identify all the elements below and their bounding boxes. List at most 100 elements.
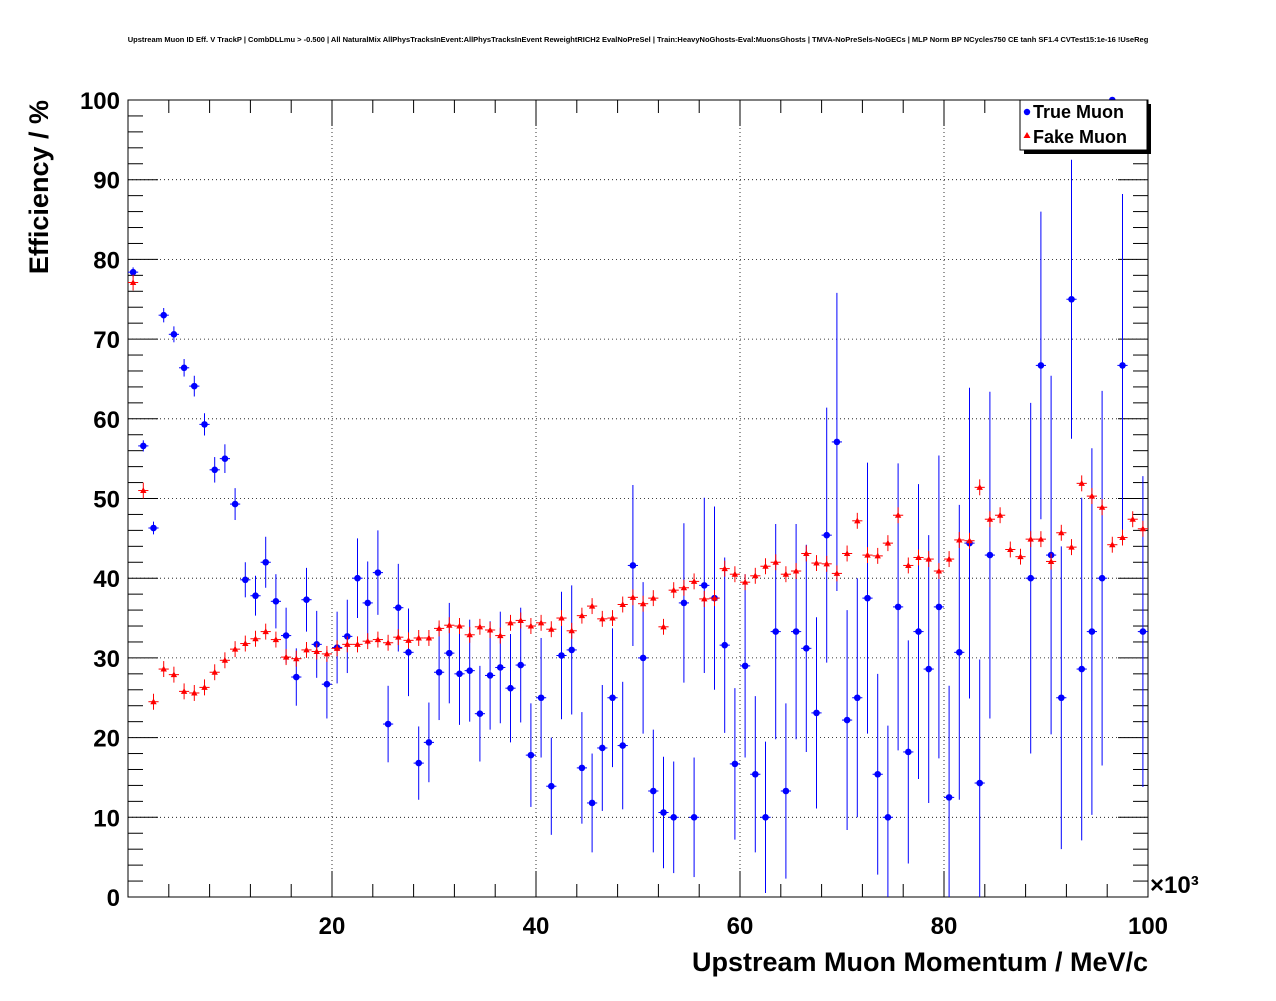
true-muon-point: [752, 770, 759, 778]
fake-muon-point: [160, 665, 167, 672]
fake-muon-point: [558, 614, 565, 621]
true-muon-point: [701, 582, 708, 589]
y-axis-label: Efficiency / %: [24, 100, 54, 274]
true-muon-point: [690, 814, 698, 821]
true-muon-point: [180, 364, 188, 372]
legend-box: [1019, 99, 1148, 151]
true-muon-point: [140, 442, 147, 450]
true-muon-point: [395, 604, 402, 611]
fake-muon-point: [609, 614, 616, 621]
true-muon-point: [864, 594, 871, 602]
fake-muon-point: [833, 570, 841, 576]
true-muon-point: [721, 641, 728, 649]
true-muon-point: [231, 500, 239, 508]
fake-muon-point: [711, 594, 718, 601]
fake-muon-point: [1047, 558, 1055, 564]
true-muon-point: [670, 814, 677, 821]
true-muon-point: [425, 739, 433, 746]
fake-muon-point: [670, 586, 677, 593]
fake-muon-point: [619, 601, 626, 608]
fake-muon-point: [854, 517, 861, 524]
fake-muon-point: [864, 551, 871, 558]
legend-marker-fake-muon: [1023, 132, 1031, 138]
true-muon-point: [619, 742, 626, 749]
fake-muon-point: [507, 619, 514, 626]
true-muon-point: [323, 680, 331, 688]
fake-muon-point: [823, 560, 830, 567]
fake-muon-point: [701, 595, 708, 602]
fake-muon-point: [548, 625, 555, 632]
true-muon-point: [935, 603, 943, 611]
fake-muon-point: [140, 487, 147, 494]
true-muon-point: [915, 628, 922, 635]
fake-muon-point: [323, 650, 331, 657]
fake-muon-point: [966, 537, 973, 544]
fake-muon-point: [1129, 515, 1136, 522]
true-muon-point: [293, 673, 300, 681]
y-tick-label: 40: [93, 566, 120, 593]
y-tick-label: 80: [93, 247, 120, 274]
true-muon-point: [1139, 628, 1147, 635]
fake-muon-point: [915, 554, 922, 560]
fake-muon-point: [894, 511, 902, 518]
fake-muon-point: [415, 634, 422, 641]
fake-muon-point: [446, 621, 453, 628]
fake-muon-point: [517, 617, 524, 623]
legend: True Muon Fake Muon: [1019, 99, 1151, 154]
true-muon-point: [272, 598, 280, 605]
fake-muon-point: [395, 633, 402, 640]
true-muon-point: [731, 760, 739, 768]
x-tick-label: 80: [931, 913, 958, 940]
true-muon-point: [588, 799, 596, 807]
true-muon-point: [925, 665, 932, 673]
true-muon-point: [741, 662, 749, 670]
x-axis-label: Upstream Muon Momentum / MeV/c: [692, 947, 1148, 977]
true-muon-point: [354, 574, 361, 582]
fake-muon-point: [660, 623, 667, 630]
true-muon-point: [629, 562, 637, 569]
legend-label-fake-muon: Fake Muon: [1033, 127, 1127, 147]
true-muon-point: [129, 268, 137, 276]
true-muon-point: [772, 628, 779, 635]
fake-muon-point: [129, 279, 137, 286]
true-muon-point: [823, 531, 830, 539]
true-muon-point: [446, 649, 453, 657]
fake-muon-point: [537, 619, 545, 626]
true-muon-point: [1058, 694, 1065, 702]
true-muon-point: [476, 710, 484, 717]
fake-muon-point: [231, 645, 239, 652]
true-muon-point: [803, 645, 810, 652]
true-muon-point: [517, 661, 524, 669]
true-muon-point: [956, 649, 963, 656]
true-muon-point: [782, 787, 790, 795]
fake-muon-point: [497, 632, 504, 639]
fake-muon-point: [272, 636, 280, 643]
fake-muon-point: [242, 640, 249, 647]
true-muon-point: [456, 670, 463, 678]
x-tick-label: 40: [523, 913, 550, 940]
y-tick-label: 90: [93, 168, 120, 195]
fake-muon-point: [782, 570, 790, 577]
x-tick-label: 100: [1128, 913, 1168, 940]
fake-muon-point: [945, 555, 953, 562]
fake-muon-point: [364, 637, 371, 644]
fake-muon-point: [344, 641, 351, 647]
true-muon-point: [762, 814, 769, 821]
true-muon-point: [150, 524, 157, 532]
true-muon-point: [639, 654, 647, 662]
fake-muon-point: [731, 570, 739, 577]
fake-muon-point: [986, 515, 994, 522]
y-tick-label: 30: [93, 646, 120, 673]
true-muon-point: [262, 558, 270, 566]
fake-muon-point: [762, 562, 769, 569]
true-muon-point: [1098, 574, 1106, 582]
fake-muon-point: [650, 594, 657, 601]
y-tick-label: 60: [93, 407, 120, 434]
fake-muon-point: [1058, 529, 1065, 536]
true-muon-point: [578, 764, 586, 772]
true-muon-point: [527, 751, 535, 759]
true-muon-point: [1068, 295, 1075, 303]
true-muon-point: [558, 652, 565, 659]
